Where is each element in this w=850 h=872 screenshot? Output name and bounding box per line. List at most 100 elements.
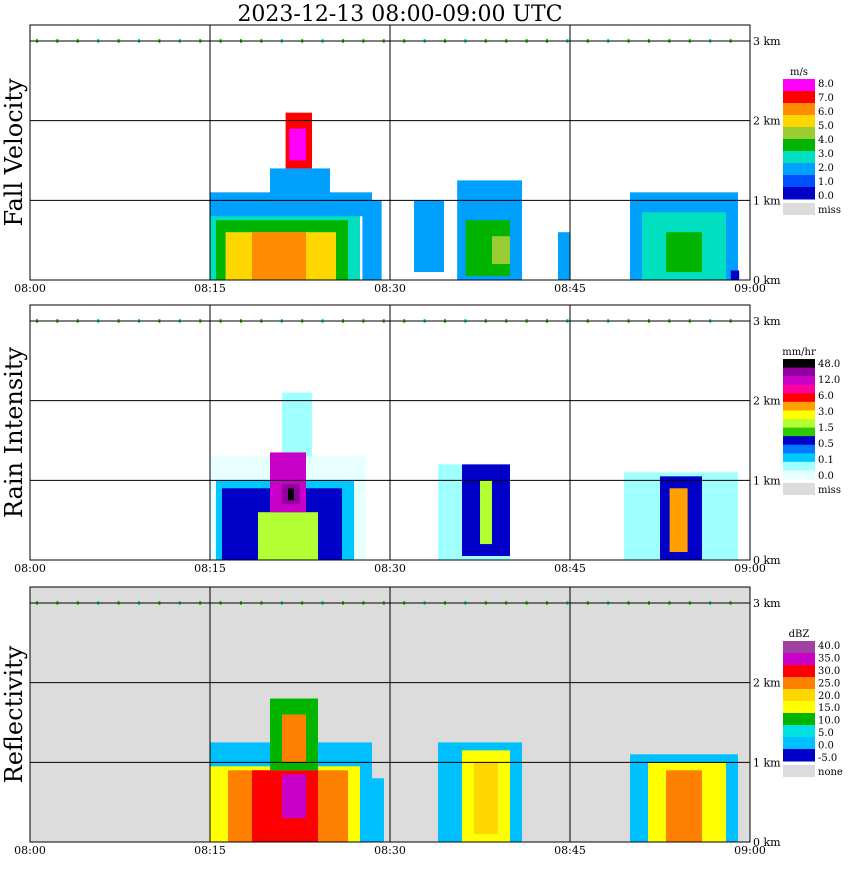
legend-label: 0.0	[818, 741, 834, 752]
legend-label: 8.0	[818, 79, 834, 90]
height-tick-label: 3 km	[753, 597, 781, 610]
time-tick-label: 08:30	[374, 844, 406, 857]
legend-label: 30.0	[818, 666, 840, 677]
legend-swatch	[783, 436, 815, 446]
legend-swatch	[783, 367, 815, 377]
legend-label: 3.0	[818, 149, 834, 160]
legend-swatch	[783, 689, 815, 702]
time-tick-label: 08:45	[554, 562, 586, 575]
legend-swatch	[783, 737, 815, 750]
legend-swatch	[783, 401, 815, 411]
time-tick-label: 08:30	[374, 562, 406, 575]
legend-label: 5.0	[818, 728, 834, 739]
plot-frame	[29, 24, 751, 281]
legend-swatch	[783, 677, 815, 690]
legend-swatch	[783, 641, 815, 654]
legend-unit: mm/hr	[782, 347, 816, 358]
time-tick-label: 08:45	[554, 844, 586, 857]
data-cells	[210, 392, 738, 560]
chart-title: 2023-12-13 08:00-09:00 UTC	[237, 2, 562, 27]
legend-swatch	[783, 419, 815, 429]
legend-label: 40.0	[818, 641, 840, 652]
time-tick-label: 09:00	[734, 282, 766, 295]
legend-label: 0.5	[818, 439, 834, 450]
time-tick-label: 09:00	[734, 562, 766, 575]
legend-label: 20.0	[818, 691, 840, 702]
heatmap-cell	[366, 778, 384, 842]
legend-label: 35.0	[818, 653, 840, 664]
legend-swatch	[783, 384, 815, 394]
height-tick-label: 2 km	[753, 115, 781, 128]
height-tick-label: 0 km	[753, 554, 781, 567]
legend-swatch	[783, 701, 815, 714]
legend-swatch	[783, 115, 815, 128]
height-tick-label: 3 km	[753, 315, 781, 328]
heatmap-cell	[362, 200, 382, 280]
heatmap-cell	[270, 168, 330, 209]
legend-swatch	[783, 453, 815, 463]
heatmap-cell	[730, 270, 740, 280]
legend-swatch	[783, 713, 815, 726]
height-tick-label: 3 km	[753, 35, 781, 48]
legend-label: 6.0	[818, 107, 834, 118]
legend-unit: dBZ	[789, 629, 810, 640]
legend-label: 0.1	[818, 455, 834, 466]
legend-label: 2.0	[818, 163, 834, 174]
legend-swatch	[783, 393, 815, 403]
legend-label: 25.0	[818, 678, 840, 689]
legend-swatch	[783, 376, 815, 386]
time-tick-label: 08:15	[194, 844, 226, 857]
legend-label: miss	[818, 205, 841, 216]
legend-swatch-missing	[783, 483, 815, 495]
height-tick-label: 1 km	[753, 474, 781, 487]
legend-label: 1.5	[818, 423, 834, 434]
panel-fall-velocity: 08:00 08:15 08:30 08:45 09:000 km 1 km 2 km 3 k…	[0, 24, 841, 295]
panel-title: Reflectivity	[0, 645, 28, 783]
legend-label: 10.0	[818, 716, 840, 727]
legend-swatch	[783, 410, 815, 420]
time-tick-label: 09:00	[734, 844, 766, 857]
height-tick-label: 1 km	[753, 756, 781, 769]
height-tick-label: 1 km	[753, 194, 781, 207]
legend-swatch	[783, 151, 815, 164]
heatmap-cell	[666, 232, 702, 273]
plot-frame	[29, 586, 751, 843]
legend-label: 5.0	[818, 121, 834, 132]
legend-swatch	[783, 91, 815, 104]
height-tick-label: 0 km	[753, 274, 781, 287]
height-tick-label: 2 km	[753, 395, 781, 408]
legend-label: 1.0	[818, 177, 834, 188]
legend-swatch	[783, 175, 815, 188]
heatmap-cell	[480, 480, 492, 545]
legend-label: 0.0	[818, 191, 834, 202]
legend-swatch	[783, 749, 815, 762]
time-tick-label: 08:15	[194, 282, 226, 295]
colorbar-legend: dBZ 40.035.0 30.025.0 20.015.0 10.05.0 0.0-5.…	[783, 629, 843, 778]
heatmap-cell	[492, 236, 510, 265]
legend-label: miss	[818, 485, 841, 496]
legend-label: 3.0	[818, 407, 834, 418]
heatmap-cell	[666, 770, 702, 842]
heatmap-cell	[282, 774, 306, 819]
legend-swatch	[783, 103, 815, 116]
heatmap-cell	[282, 714, 306, 763]
height-tick-label: 0 km	[753, 836, 781, 849]
panel-title: Fall Velocity	[0, 78, 28, 227]
heatmap-cell	[669, 488, 688, 553]
legend-swatch	[783, 359, 815, 369]
time-tick-label: 08:00	[14, 282, 46, 295]
heatmap-cell	[474, 762, 498, 835]
legend-label: 15.0	[818, 703, 840, 714]
legend-swatch	[783, 653, 815, 666]
legend-swatch	[783, 427, 815, 437]
legend-label: 6.0	[818, 391, 834, 402]
legend-swatch	[783, 461, 815, 471]
heatmap-cell	[252, 232, 306, 280]
heatmap-cell	[288, 488, 294, 501]
legend-label: 12.0	[818, 375, 840, 386]
data-cells	[210, 112, 740, 280]
legend-swatch	[783, 187, 815, 200]
legend-label: 0.0	[818, 471, 834, 482]
heatmap-cell	[558, 232, 570, 280]
